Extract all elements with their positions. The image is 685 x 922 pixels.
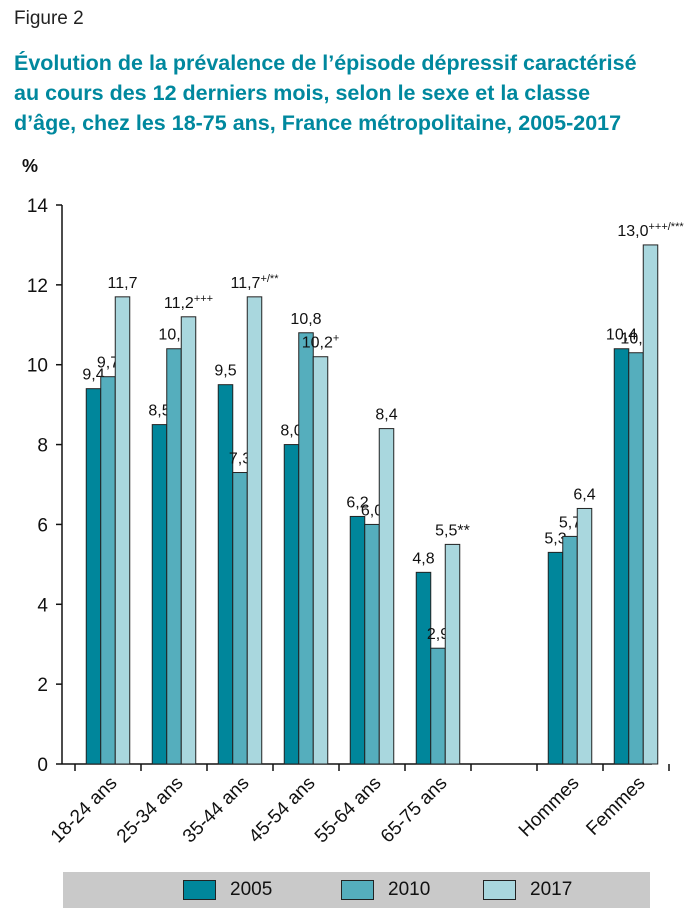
y-tick-label: 8	[37, 436, 48, 457]
legend-item-2010: 2010	[341, 872, 430, 908]
legend: 2005 2010 2017	[63, 872, 650, 908]
x-category-label: Femmes	[582, 773, 649, 840]
bar-2017-1	[114, 296, 131, 765]
figure-label: Figure 2	[14, 8, 84, 29]
data-label: 10,2+	[302, 333, 340, 352]
chart-title: Évolution de la prévalence de l’épisode …	[14, 48, 679, 138]
bar-2010-8	[628, 352, 644, 765]
bar-2017-2	[180, 316, 197, 765]
bar-2010-5	[364, 523, 380, 765]
data-label: 6,2	[346, 494, 368, 511]
legend-swatch-2010	[341, 880, 374, 900]
data-label: 5,3	[544, 530, 566, 547]
data-label: 4,8	[412, 550, 434, 567]
y-tick-label: 2	[37, 675, 48, 696]
x-category-label: 65-75 ans	[377, 773, 452, 848]
y-tick-label: 4	[37, 595, 48, 616]
data-label: 11,7	[108, 275, 138, 292]
y-tick-label: 10	[27, 356, 48, 377]
bar-2005-7	[547, 551, 564, 765]
title-line-2: au cours des 12 derniers mois, selon le …	[14, 81, 591, 105]
x-category-label: 35-44 ans	[179, 773, 254, 848]
bar-2010-2	[166, 348, 182, 765]
bar-2005-5	[349, 515, 366, 765]
data-label: 6,0	[361, 502, 383, 519]
x-category-label: 45-54 ans	[245, 773, 320, 848]
title-line-1: Évolution de la prévalence de l’épisode …	[14, 51, 637, 75]
data-label: 8,4	[375, 407, 397, 424]
bar-2010-1	[100, 376, 116, 765]
legend-label-2017: 2017	[530, 879, 573, 900]
data-label: 8,0	[280, 423, 302, 440]
bar-2017-6	[444, 543, 461, 765]
bar-2010-7	[562, 535, 578, 765]
legend-item-2005: 2005	[183, 872, 272, 908]
bar-2005-1	[85, 388, 102, 765]
data-label: 10,4	[606, 327, 637, 344]
legend-item-2017: 2017	[483, 872, 572, 908]
bar-2005-4	[283, 444, 300, 765]
y-tick-label: 12	[27, 276, 48, 297]
legend-label-2010: 2010	[388, 879, 431, 900]
data-label: 11,2+++	[164, 293, 213, 312]
bar-2017-5	[378, 428, 395, 765]
data-label: 9,5	[214, 363, 236, 380]
bar-chart: % 0 2 4 6 8 10 12 14 9,49,7 11,7 18-24 ans 8,5 10,4 11…	[22, 156, 684, 848]
bar-2005-3	[217, 384, 234, 765]
data-label: 7,3	[229, 451, 251, 468]
data-label: 5,5**	[435, 522, 470, 539]
data-label: 5,7	[559, 514, 581, 531]
y-tick-label: 0	[37, 755, 48, 776]
bar-2005-2	[151, 424, 168, 765]
bar-2010-3	[232, 472, 248, 765]
data-label: 2,9	[427, 626, 449, 643]
y-tick-label: 14	[27, 196, 49, 217]
legend-label-2005: 2005	[230, 879, 273, 900]
bar-2010-6	[430, 647, 446, 765]
data-label: 6,4	[573, 486, 595, 503]
data-label: 10,8	[290, 311, 321, 328]
bar-2010-4	[298, 332, 314, 765]
x-category-label: Hommes	[515, 773, 584, 842]
bar-2017-8	[642, 244, 659, 765]
bar-2005-6	[415, 571, 432, 765]
bar-2017-4	[312, 356, 329, 765]
y-tick-label: 6	[37, 515, 48, 536]
legend-swatch-2017	[483, 880, 516, 900]
x-category-label: 18-24 ans	[47, 773, 122, 848]
y-axis-label: %	[22, 156, 38, 176]
legend-swatch-2005	[183, 880, 216, 900]
x-category-label: 55-64 ans	[311, 773, 386, 848]
x-category-label: 25-34 ans	[113, 773, 188, 848]
data-label: 9,4	[82, 367, 104, 384]
bar-2005-8	[613, 348, 630, 765]
bar-2017-3	[246, 296, 263, 765]
data-label: 13,0+++/***	[617, 221, 684, 240]
data-label: 11,7+/**	[231, 273, 280, 292]
bar-2017-7	[576, 507, 593, 765]
title-line-3: d’âge, chez les 18-75 ans, France métrop…	[14, 111, 622, 135]
data-label: 9,7	[97, 355, 119, 372]
data-label: 8,5	[148, 403, 170, 420]
